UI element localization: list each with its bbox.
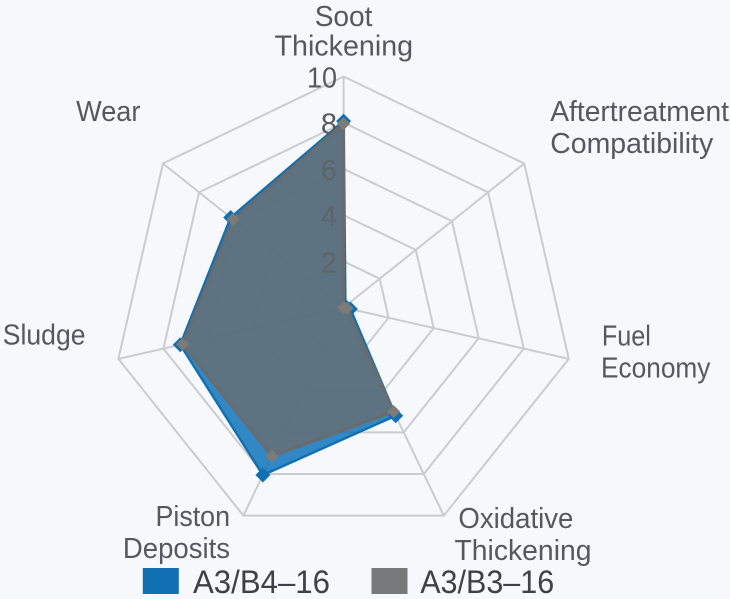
svg-text:Oxidative: Oxidative: [458, 503, 573, 535]
svg-text:A3/B4–16: A3/B4–16: [193, 564, 330, 599]
svg-text:Wear: Wear: [76, 96, 141, 128]
svg-text:Thickening: Thickening: [455, 535, 592, 567]
svg-text:Piston: Piston: [156, 501, 231, 533]
svg-text:10: 10: [307, 63, 337, 95]
svg-text:Aftertreatment: Aftertreatment: [550, 96, 729, 128]
svg-text:Economy: Economy: [601, 353, 711, 385]
svg-text:Thickening: Thickening: [275, 31, 414, 63]
svg-text:Fuel: Fuel: [602, 321, 651, 353]
svg-text:Deposits: Deposits: [123, 533, 230, 565]
svg-text:Sludge: Sludge: [3, 319, 86, 351]
svg-text:A3/B3–16: A3/B3–16: [420, 564, 554, 599]
svg-text:Compatibility: Compatibility: [550, 128, 713, 160]
svg-text:Soot: Soot: [315, 1, 373, 33]
